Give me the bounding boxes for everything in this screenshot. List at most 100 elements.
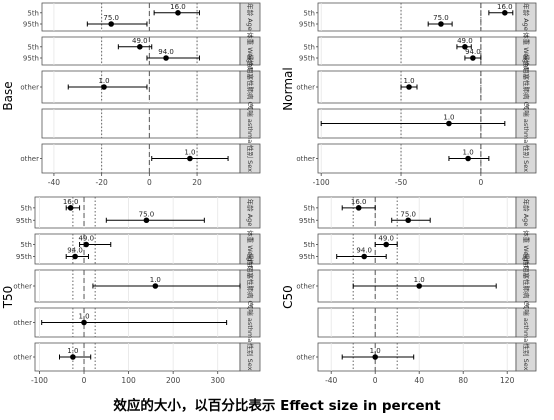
facet-copd: 慢性阻塞性肺病 COPD other 1.0 — [13, 253, 261, 319]
facet-strip-label: 慢性阻塞性肺病 COPD — [522, 54, 531, 120]
estimate-point — [143, 217, 150, 224]
estimate-point — [462, 44, 468, 50]
facet-sex: 性别 Sex other 1.0 — [296, 342, 537, 372]
estimate-point — [446, 120, 452, 127]
point-value-label: 75.0 — [400, 210, 416, 218]
y-tick-label: other — [296, 155, 315, 163]
estimate-point — [72, 253, 78, 260]
point-value-label: 1.0 — [184, 149, 195, 157]
x-tick-label: -40 — [48, 178, 60, 187]
point-value-label: 16.0 — [170, 3, 186, 11]
facet-asthma: 气喘 asthma — [41, 104, 261, 143]
y-tick-label: 5th — [20, 241, 32, 249]
x-tick-label: 80 — [458, 376, 468, 385]
panel-title: C50 — [281, 285, 295, 309]
facet-strip-label: 体重 Weight — [522, 230, 531, 268]
chart-panel-c50: C50 年龄 Age 5th 16.0 95th 75.0 体重 Weight 5th 49.0… — [281, 196, 537, 385]
facet-strip-label: 年龄 Age — [522, 3, 531, 31]
facet-strip — [239, 342, 261, 372]
estimate-point — [465, 155, 471, 162]
point-value-label: 16.0 — [63, 198, 79, 206]
facet-strip — [239, 143, 261, 174]
point-value-label: 1.0 — [98, 77, 109, 85]
facet-copd: 慢性阻塞性肺病 COPD other 1.0 — [296, 54, 537, 120]
estimate-point — [152, 283, 159, 289]
point-value-label: 49.0 — [378, 235, 394, 243]
x-tick-label: -20 — [96, 178, 108, 187]
y-tick-label: other — [13, 354, 32, 362]
chart-panel-t50: T50 年龄 Age 5th 16.0 95th 75.0 体重 Weight 5th 49.0… — [1, 196, 261, 385]
y-tick-label: 95th — [299, 55, 315, 63]
facet-strip-label: 慢性阻塞性肺病 COPD — [246, 54, 255, 120]
point-value-label: 16.0 — [497, 3, 513, 11]
estimate-point — [405, 217, 412, 224]
y-tick-label: 95th — [299, 253, 315, 261]
point-value-label: 94.0 — [465, 48, 481, 56]
y-tick-label: other — [296, 354, 315, 362]
point-value-label: 94.0 — [67, 247, 83, 255]
x-tick-label: 200 — [166, 376, 181, 385]
facet-strip-label: 年龄 Age — [246, 3, 255, 31]
facet-strip-label: 年龄 Age — [522, 199, 531, 227]
facet-strip — [239, 36, 261, 66]
estimate-point — [502, 10, 508, 16]
facet-strip-label: 慢性阻塞性肺病 COPD — [246, 253, 255, 319]
facet-strip-label: 体重 Weight — [522, 32, 531, 70]
estimate-point — [67, 205, 74, 211]
facet-strip — [239, 196, 261, 229]
x-tick-label: -50 — [395, 178, 407, 187]
facet-strip-label: 年龄 Age — [246, 199, 255, 227]
estimate-point — [175, 10, 181, 16]
y-tick-label: other — [296, 283, 315, 291]
estimate-point — [187, 155, 193, 162]
chart-panel-base: Base 年龄 Age 5th 16.0 95th 75.0 体重 Weight 5th 49.… — [1, 2, 261, 187]
x-tick-label: 0 — [478, 178, 483, 187]
facet-strip — [515, 342, 537, 372]
facet-strip — [239, 307, 261, 338]
x-tick-label: -100 — [313, 178, 330, 187]
x-tick-label: 100 — [121, 376, 136, 385]
facet-age: 年龄 Age 5th 16.0 95th 75.0 — [23, 2, 261, 32]
facet-strip — [515, 307, 537, 338]
panel-title: T50 — [1, 286, 15, 310]
point-value-label: 75.0 — [433, 14, 449, 22]
facet-strip-label: 性别 Sex — [246, 344, 255, 371]
y-tick-label: 5th — [27, 9, 39, 17]
facet-strip-label: 性别 Sex — [522, 344, 531, 371]
y-tick-label: other — [13, 283, 32, 291]
facet-weight: 体重 Weight 5th 49.0 95th 94.0 — [16, 230, 261, 268]
estimate-point — [108, 21, 114, 27]
estimate-point — [355, 205, 362, 211]
y-tick-label: 95th — [299, 21, 315, 29]
point-value-label: 49.0 — [457, 37, 473, 45]
estimate-point — [372, 354, 379, 360]
facet-strip-label: 体重 Weight — [246, 230, 255, 268]
facet-strip-label: 性别 Sex — [246, 145, 255, 172]
point-value-label: 1.0 — [78, 313, 89, 321]
facet-strip — [515, 70, 537, 104]
y-tick-label: 95th — [16, 217, 32, 225]
facet-panel-bg — [317, 2, 517, 32]
point-value-label: 1.0 — [150, 276, 161, 284]
point-value-label: 1.0 — [463, 149, 474, 157]
y-tick-label: 95th — [23, 21, 39, 29]
facet-strip — [515, 269, 537, 303]
facet-strip-label: 慢性阻塞性肺病 COPD — [522, 253, 531, 319]
x-tick-label: -100 — [31, 376, 48, 385]
y-tick-label: 5th — [27, 43, 39, 51]
y-tick-label: other — [20, 155, 39, 163]
facet-copd: 慢性阻塞性肺病 COPD other 1.0 — [296, 253, 537, 319]
facet-strip — [515, 143, 537, 174]
point-value-label: 1.0 — [414, 276, 425, 284]
x-tick-label: -40 — [325, 376, 337, 385]
facet-asthma: 气喘 asthma 1.0 — [317, 104, 537, 143]
y-tick-label: 5th — [303, 241, 315, 249]
point-value-label: 49.0 — [78, 235, 94, 243]
facet-strip — [239, 2, 261, 32]
facet-strip-label: 气喘 asthma — [246, 303, 255, 342]
x-tick-label: 40 — [414, 376, 424, 385]
estimate-point — [438, 21, 444, 27]
estimate-point — [383, 241, 390, 248]
facet-strip-label: 气喘 asthma — [246, 104, 255, 143]
facet-strip — [515, 2, 537, 32]
